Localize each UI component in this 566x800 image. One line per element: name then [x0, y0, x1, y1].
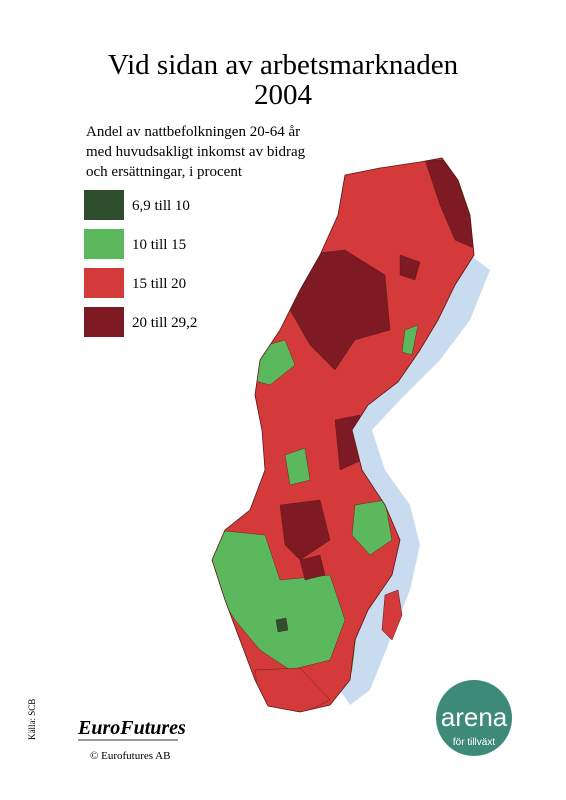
copyright: © Eurofutures AB	[90, 750, 170, 762]
legend-label: 6,9 till 10	[132, 198, 190, 214]
region	[289, 249, 391, 371]
title: 2004	[254, 79, 313, 111]
legend: 6,9 till 10 10 till 15 15 till 20 20 till 2…	[84, 190, 197, 337]
region	[401, 324, 419, 356]
region	[399, 254, 421, 281]
region	[351, 499, 393, 556]
subtitle: Andel av nattbefolkningen 20-64 år	[86, 124, 300, 140]
badge	[436, 680, 512, 756]
sea	[340, 255, 490, 705]
subtitle: med huvudsakligt inkomst av bidrag	[86, 144, 306, 160]
region	[284, 447, 311, 486]
region	[279, 499, 331, 561]
region	[299, 554, 326, 581]
subtitle: och ersättningar, i procent	[86, 164, 243, 180]
legend-label: 20 till 29,2	[132, 315, 197, 331]
source: Källa: SCB	[27, 699, 37, 740]
gotland	[381, 589, 403, 641]
legend-swatch	[84, 229, 124, 259]
region	[275, 617, 289, 633]
legend-label: 15 till 20	[132, 276, 186, 292]
logo: EuroFutures	[77, 717, 186, 739]
legend-label: 10 till 15	[132, 237, 186, 253]
badge-name: arena	[441, 702, 508, 732]
legend-swatch	[84, 190, 124, 220]
legend-swatch	[84, 268, 124, 298]
legend-swatch	[84, 307, 124, 337]
map	[212, 158, 474, 712]
title: Vid sidan av arbetsmarknaden	[108, 49, 459, 81]
badge-tagline: för tillväxt	[453, 737, 495, 748]
